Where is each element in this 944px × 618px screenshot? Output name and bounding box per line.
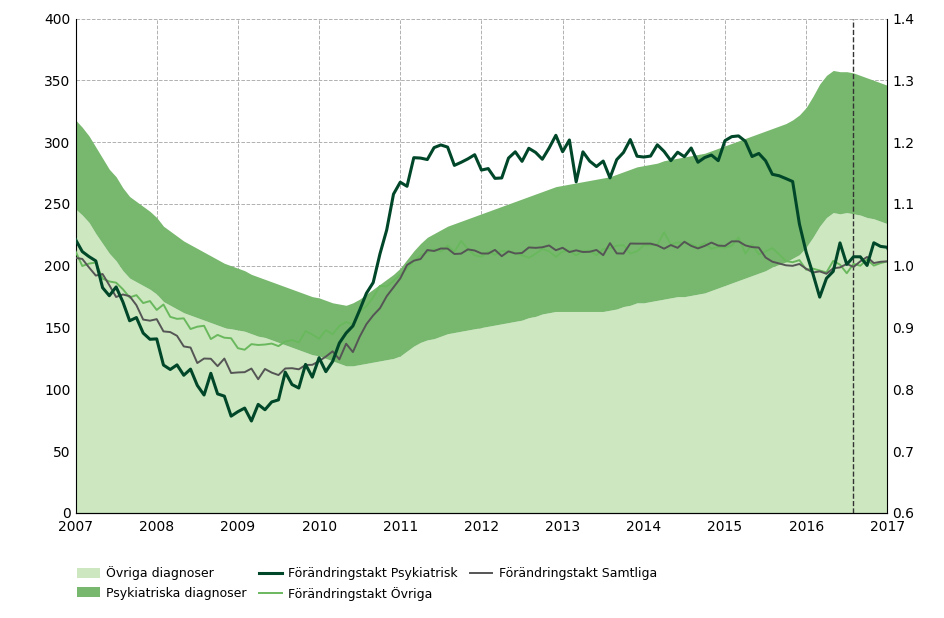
Legend: Övriga diagnoser, Psykiatriska diagnoser, Förändringstakt Psykiatrisk, Förändrin: Övriga diagnoser, Psykiatriska diagnoser… bbox=[73, 561, 662, 606]
